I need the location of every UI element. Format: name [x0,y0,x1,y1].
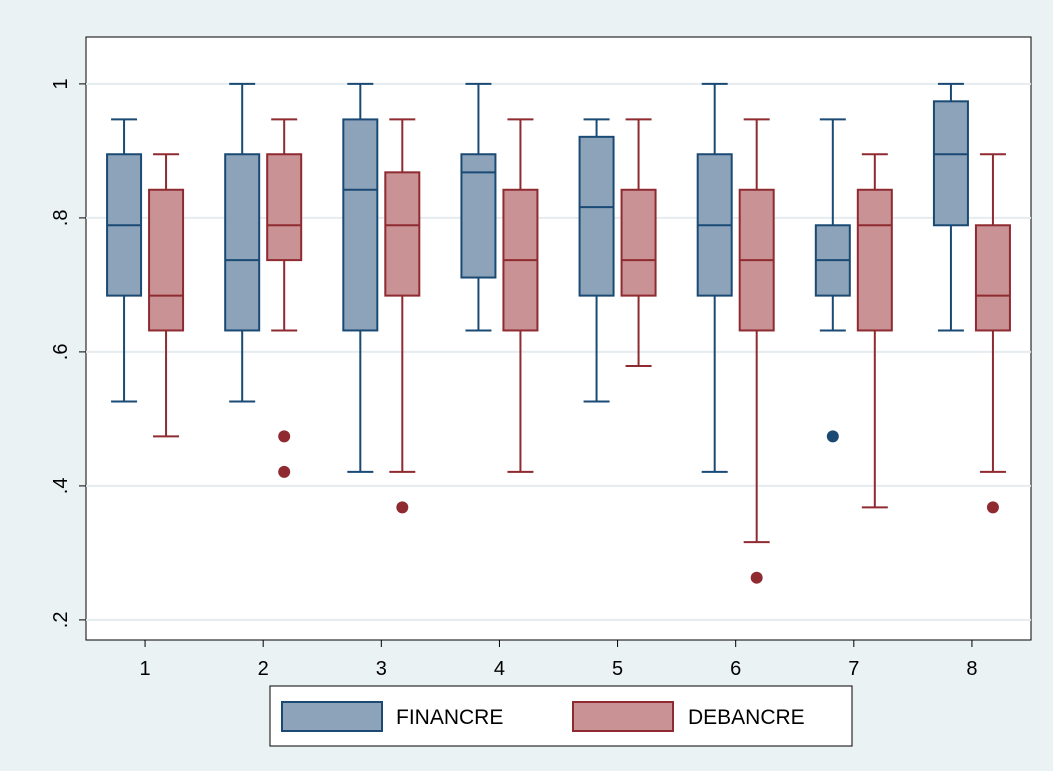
box-iqr [342,118,379,332]
outlier-point [396,501,409,514]
y-tick-label: 1 [50,78,72,89]
x-tick-label: 1 [140,658,151,680]
outlier-point [826,430,839,443]
box-financre-7 [814,118,851,443]
box-debancre-7 [856,153,893,509]
box-iqr [932,100,969,227]
box-debancre-6 [738,118,775,584]
x-axis: 1 2 3 4 5 6 7 8 [140,640,978,680]
plot-area [85,36,1032,641]
legend-label-debancre: DEBANCRE [688,706,805,729]
box-iqr [578,135,615,297]
y-axis: .2 .4 .6 .8 1 [50,78,86,628]
outlier-point [986,501,999,514]
legend-swatch-debancre [572,701,674,732]
box-iqr [974,224,1011,332]
box-iqr [384,171,421,297]
box-financre-4 [460,82,497,332]
box-iqr [224,153,261,332]
box-financre-3 [342,82,379,473]
box-debancre-2 [266,118,303,478]
box-iqr [620,188,657,297]
box-iqr [856,188,893,332]
box-iqr [266,153,303,262]
outlier-point [278,465,291,478]
y-tick-label: .2 [50,612,72,629]
box-financre-8 [932,82,969,332]
x-tick-label: 6 [730,658,741,680]
box-financre-1 [106,118,143,403]
legend-swatch-financre [281,701,383,732]
box-debancre-3 [384,118,421,514]
y-tick-label: .6 [50,344,72,361]
x-tick-label: 5 [612,658,623,680]
x-tick-label: 4 [494,658,505,680]
box-financre-5 [578,118,615,403]
legend: FINANCRE DEBANCRE [269,685,853,747]
x-tick-label: 7 [848,658,859,680]
boxes [106,82,1011,584]
y-tick-label: .8 [50,210,72,227]
x-tick-label: 2 [258,658,269,680]
x-tick-label: 8 [966,658,977,680]
box-debancre-4 [502,118,539,473]
outlier-point [750,571,763,584]
box-iqr [460,153,497,279]
box-debancre-5 [620,118,657,367]
box-financre-2 [224,82,261,403]
box-financre-6 [696,82,733,473]
outlier-point [278,430,291,443]
y-tick-label: .4 [50,478,72,495]
box-iqr [148,188,185,332]
box-debancre-8 [974,153,1011,514]
legend-label-financre: FINANCRE [396,706,503,729]
x-tick-label: 3 [376,658,387,680]
box-debancre-1 [148,153,185,438]
